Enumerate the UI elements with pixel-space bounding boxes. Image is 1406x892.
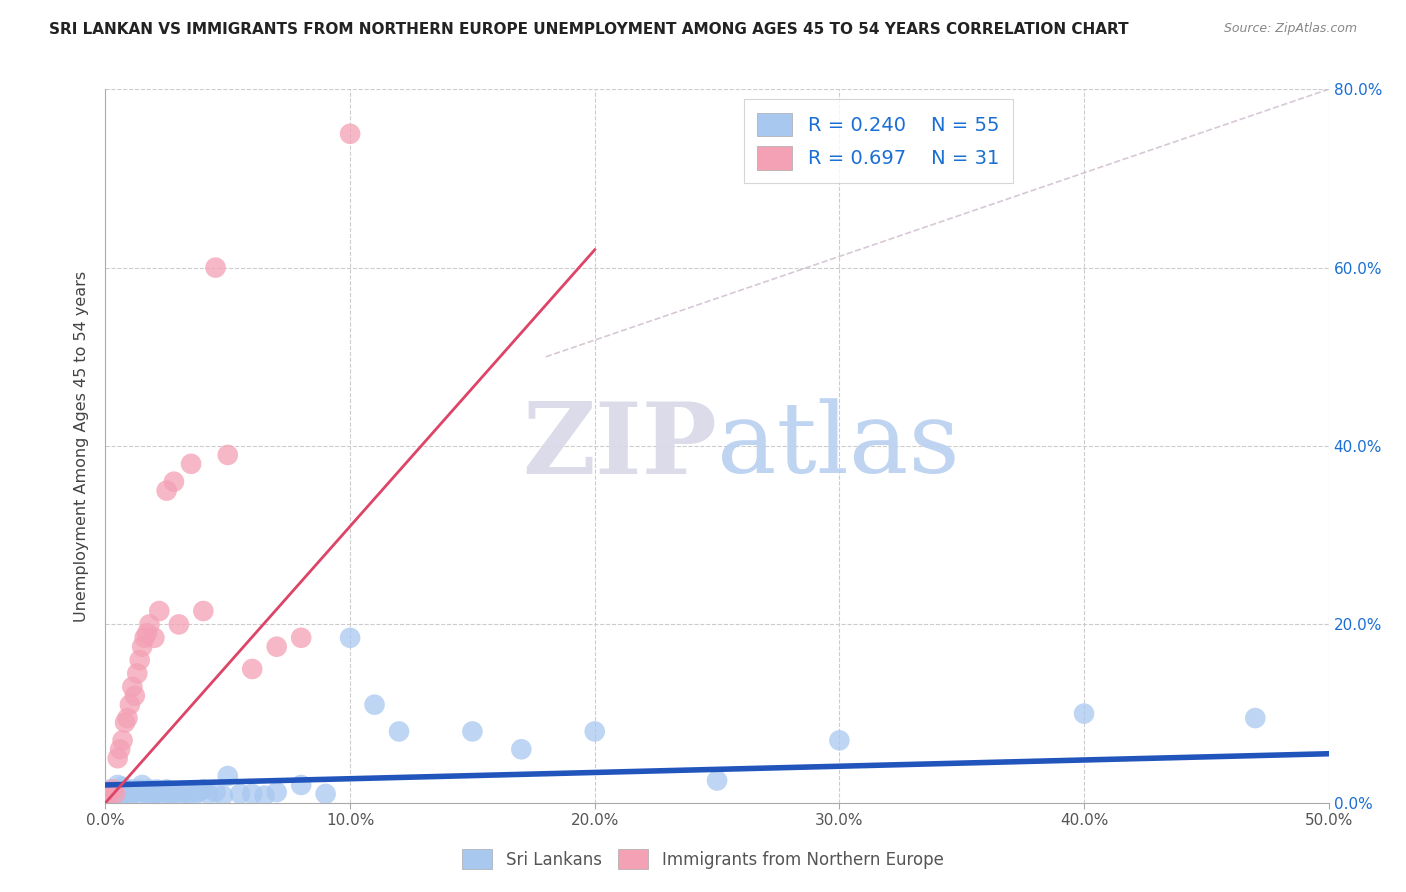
- Point: [163, 475, 186, 489]
- Text: atlas: atlas: [717, 398, 960, 494]
- Point: [290, 778, 312, 792]
- Point: [180, 457, 202, 471]
- Point: [114, 782, 136, 797]
- Text: SRI LANKAN VS IMMIGRANTS FROM NORTHERN EUROPE UNEMPLOYMENT AMONG AGES 45 TO 54 Y: SRI LANKAN VS IMMIGRANTS FROM NORTHERN E…: [49, 22, 1129, 37]
- Point: [163, 787, 186, 801]
- Point: [117, 711, 139, 725]
- Point: [217, 769, 239, 783]
- Point: [134, 785, 156, 799]
- Point: [107, 791, 129, 805]
- Point: [183, 789, 205, 803]
- Point: [173, 785, 195, 799]
- Point: [141, 789, 163, 803]
- Point: [118, 789, 141, 803]
- Point: [266, 640, 288, 654]
- Point: [101, 782, 124, 797]
- Point: [124, 689, 146, 703]
- Point: [290, 631, 312, 645]
- Point: [97, 787, 120, 801]
- Point: [240, 787, 263, 801]
- Point: [177, 787, 200, 801]
- Text: Source: ZipAtlas.com: Source: ZipAtlas.com: [1223, 22, 1357, 36]
- Point: [101, 785, 124, 799]
- Point: [266, 785, 288, 799]
- Point: [107, 778, 129, 792]
- Point: [111, 787, 134, 801]
- Legend: Sri Lankans, Immigrants from Northern Europe: Sri Lankans, Immigrants from Northern Eu…: [453, 838, 953, 880]
- Point: [828, 733, 851, 747]
- Point: [187, 785, 209, 799]
- Point: [193, 604, 215, 618]
- Point: [98, 785, 121, 799]
- Point: [108, 742, 131, 756]
- Point: [253, 789, 276, 803]
- Point: [167, 617, 190, 632]
- Point: [148, 604, 170, 618]
- Point: [157, 787, 180, 801]
- Point: [128, 653, 150, 667]
- Point: [363, 698, 385, 712]
- Point: [706, 773, 728, 788]
- Point: [150, 789, 173, 803]
- Point: [111, 780, 134, 794]
- Point: [97, 789, 120, 803]
- Point: [98, 782, 121, 797]
- Point: [121, 782, 143, 797]
- Point: [134, 631, 156, 645]
- Point: [111, 733, 134, 747]
- Point: [197, 787, 219, 801]
- Point: [160, 785, 183, 799]
- Point: [204, 260, 226, 275]
- Point: [127, 787, 149, 801]
- Point: [104, 789, 127, 803]
- Point: [143, 631, 166, 645]
- Point: [461, 724, 484, 739]
- Point: [229, 787, 252, 801]
- Point: [107, 751, 129, 765]
- Point: [1073, 706, 1095, 721]
- Point: [124, 785, 146, 799]
- Point: [156, 483, 179, 498]
- Point: [104, 787, 127, 801]
- Point: [240, 662, 263, 676]
- Point: [117, 787, 139, 801]
- Point: [131, 640, 153, 654]
- Point: [127, 666, 149, 681]
- Legend: R = 0.240    N = 55, R = 0.697    N = 31: R = 0.240 N = 55, R = 0.697 N = 31: [744, 99, 1014, 184]
- Text: ZIP: ZIP: [522, 398, 717, 494]
- Point: [510, 742, 533, 756]
- Point: [583, 724, 606, 739]
- Point: [128, 782, 150, 797]
- Point: [156, 782, 179, 797]
- Point: [146, 782, 169, 797]
- Point: [136, 626, 159, 640]
- Point: [143, 787, 166, 801]
- Point: [193, 782, 215, 797]
- Point: [204, 785, 226, 799]
- Point: [217, 448, 239, 462]
- Point: [138, 782, 160, 797]
- Y-axis label: Unemployment Among Ages 45 to 54 years: Unemployment Among Ages 45 to 54 years: [75, 270, 90, 622]
- Point: [131, 778, 153, 792]
- Point: [315, 787, 337, 801]
- Point: [136, 787, 159, 801]
- Point: [388, 724, 411, 739]
- Point: [121, 680, 143, 694]
- Point: [1244, 711, 1267, 725]
- Point: [138, 617, 160, 632]
- Point: [167, 789, 190, 803]
- Point: [114, 715, 136, 730]
- Point: [108, 785, 131, 799]
- Point: [148, 785, 170, 799]
- Point: [339, 631, 361, 645]
- Point: [118, 698, 141, 712]
- Point: [212, 789, 235, 803]
- Point: [339, 127, 361, 141]
